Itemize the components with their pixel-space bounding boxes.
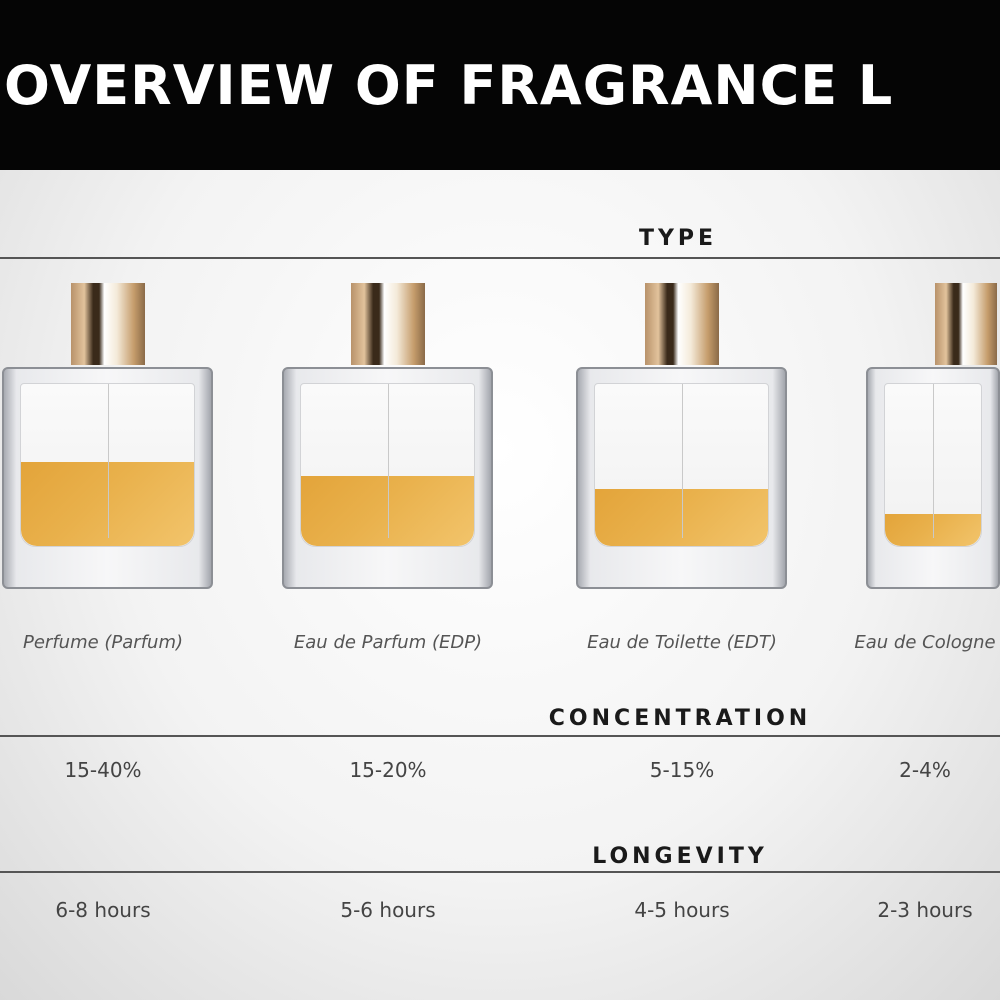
bottle-cap (935, 283, 997, 365)
type-label: Eau de Cologne (854, 632, 996, 653)
longevity-value: 5-6 hours (340, 898, 436, 922)
bottle-glass (300, 383, 475, 547)
spray-tube (681, 384, 683, 538)
type-heading: TYPE (638, 226, 718, 251)
bottle-body (576, 367, 787, 589)
type-label: Eau de Parfum (EDP) (293, 632, 483, 653)
type-label: Eau de Toilette (EDT) (587, 632, 777, 653)
concentration-value: 5-15% (649, 758, 715, 782)
page-title: OVERVIEW OF FRAGRANCE L (4, 54, 894, 117)
spray-tube (107, 384, 109, 538)
longevity-value: 6-8 hours (55, 898, 151, 922)
longevity-divider (0, 871, 1000, 873)
bottle-cap (351, 283, 425, 365)
perfume-bottle (282, 283, 493, 593)
longevity-value: 4-5 hours (634, 898, 730, 922)
bottle-body (2, 367, 213, 589)
perfume-bottle (576, 283, 787, 593)
bottle-body (866, 367, 1000, 589)
concentration-heading: CONCENTRATION (548, 706, 812, 731)
bottle-glass (884, 383, 982, 547)
concentration-divider (0, 735, 1000, 737)
perfume-bottle (866, 283, 1000, 593)
longevity-heading: LONGEVITY (592, 844, 768, 869)
bottle-glass (594, 383, 769, 547)
bottle-cap (645, 283, 719, 365)
perfume-bottle (2, 283, 213, 593)
title-banner: OVERVIEW OF FRAGRANCE L (0, 0, 1000, 170)
concentration-value: 2-4% (899, 758, 951, 782)
bottle-body (282, 367, 493, 589)
concentration-value: 15-40% (64, 758, 142, 782)
type-divider (0, 257, 1000, 259)
concentration-value: 15-20% (349, 758, 427, 782)
bottle-cap (71, 283, 145, 365)
spray-tube (933, 384, 934, 538)
spray-tube (387, 384, 389, 538)
longevity-value: 2-3 hours (877, 898, 973, 922)
type-label: Perfume (Parfum) (22, 632, 184, 653)
bottle-glass (20, 383, 195, 547)
